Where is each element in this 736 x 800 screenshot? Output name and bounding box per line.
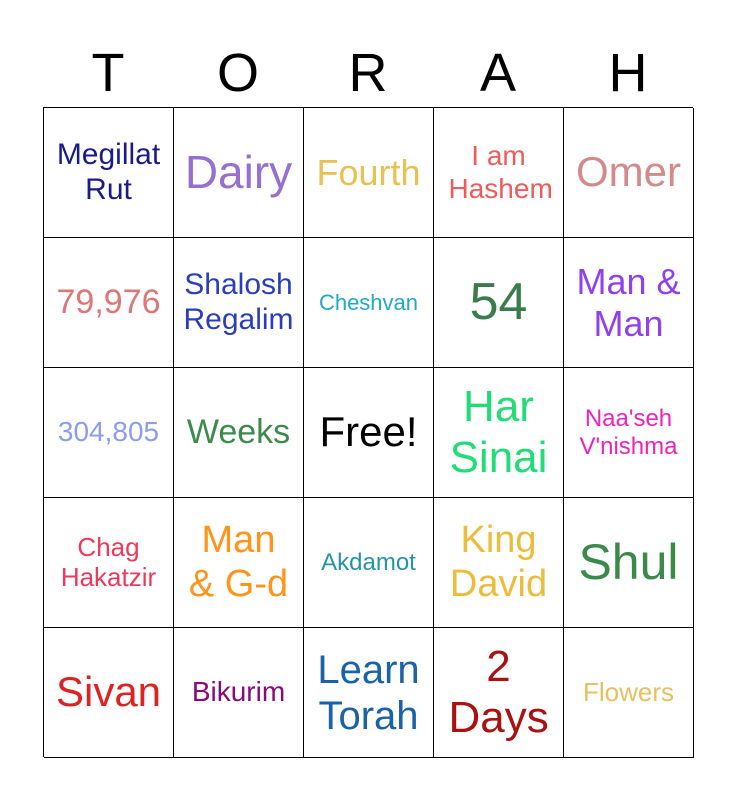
bingo-cell-text: Shul: [578, 533, 679, 590]
bingo-cell[interactable]: Cheshvan: [304, 238, 434, 368]
bingo-cell-text: Man & G-d: [188, 518, 289, 605]
bingo-cell-text: 304,805: [57, 416, 160, 448]
bingo-cell[interactable]: Shalosh Regalim: [174, 238, 304, 368]
bingo-cell[interactable]: 304,805: [44, 368, 174, 498]
bingo-cell-text: King David: [449, 518, 548, 605]
bingo-cell[interactable]: Dairy: [174, 108, 304, 238]
bingo-cell-text: I am Hashem: [448, 140, 553, 204]
bingo-cell-text: Flowers: [582, 676, 674, 707]
bingo-cell-text: Learn Torah: [317, 647, 420, 738]
bingo-cell[interactable]: Bikurim: [174, 628, 304, 758]
bingo-cell[interactable]: 2 Days: [434, 628, 564, 758]
bingo-cell[interactable]: 79,976: [44, 238, 174, 368]
header-letter: A: [479, 43, 517, 103]
bingo-cell-text: Cheshvan: [318, 289, 419, 315]
bingo-cell[interactable]: Sivan: [44, 628, 174, 758]
bingo-cell-text: Free!: [319, 408, 418, 456]
header-letter: O: [216, 43, 259, 103]
bingo-cell[interactable]: 54: [434, 238, 564, 368]
bingo-cell[interactable]: Omer: [564, 108, 694, 238]
bingo-cell-text: 79,976: [56, 282, 161, 321]
bingo-cell-text: Sivan: [55, 668, 162, 716]
bingo-cell[interactable]: Megillat Rut: [44, 108, 174, 238]
bingo-cell-text: Shalosh Regalim: [183, 268, 294, 336]
bingo-cell-text: Omer: [576, 148, 681, 196]
bingo-cell[interactable]: Fourth: [304, 108, 434, 238]
bingo-cell-text: Har Sinai: [449, 381, 548, 482]
bingo-cell-text: Bikurim: [191, 676, 286, 708]
bingo-cell[interactable]: Akdamot: [304, 498, 434, 628]
header-letter: R: [348, 43, 388, 103]
bingo-cell[interactable]: Free!: [304, 368, 434, 498]
bingo-cell-text: Fourth: [316, 151, 421, 193]
bingo-cell[interactable]: Learn Torah: [304, 628, 434, 758]
bingo-cell-text: 2 Days: [448, 641, 549, 742]
bingo-cell-text: Chag Hakatzir: [60, 531, 157, 592]
bingo-cell-text: Dairy: [184, 146, 293, 199]
bingo-cell-text: Man & Man: [576, 261, 681, 344]
bingo-cell-text: Weeks: [186, 412, 291, 451]
bingo-cell[interactable]: Man & Man: [564, 238, 694, 368]
bingo-cell[interactable]: Weeks: [174, 368, 304, 498]
bingo-cell[interactable]: Naa'seh V'nishma: [564, 368, 694, 498]
header-letter: T: [91, 43, 125, 103]
bingo-cell[interactable]: Flowers: [564, 628, 694, 758]
bingo-cell[interactable]: Chag Hakatzir: [44, 498, 174, 628]
bingo-cell[interactable]: Shul: [564, 498, 694, 628]
bingo-cell-text: Megillat Rut: [56, 138, 161, 206]
bingo-cell[interactable]: I am Hashem: [434, 108, 564, 238]
bingo-grid: Megillat Rut Dairy Fourth I am Hashem Omer 79…: [43, 107, 694, 758]
bingo-cell-text: 54: [469, 272, 528, 331]
bingo-cell[interactable]: Man & G-d: [174, 498, 304, 628]
bingo-header: T O R A H: [43, 40, 693, 106]
bingo-cell[interactable]: Har Sinai: [434, 368, 564, 498]
bingo-cell-text: Akdamot: [321, 548, 416, 576]
bingo-cell[interactable]: King David: [434, 498, 564, 628]
header-letter: H: [608, 43, 648, 103]
bingo-cell-text: Naa'seh V'nishma: [579, 404, 678, 460]
